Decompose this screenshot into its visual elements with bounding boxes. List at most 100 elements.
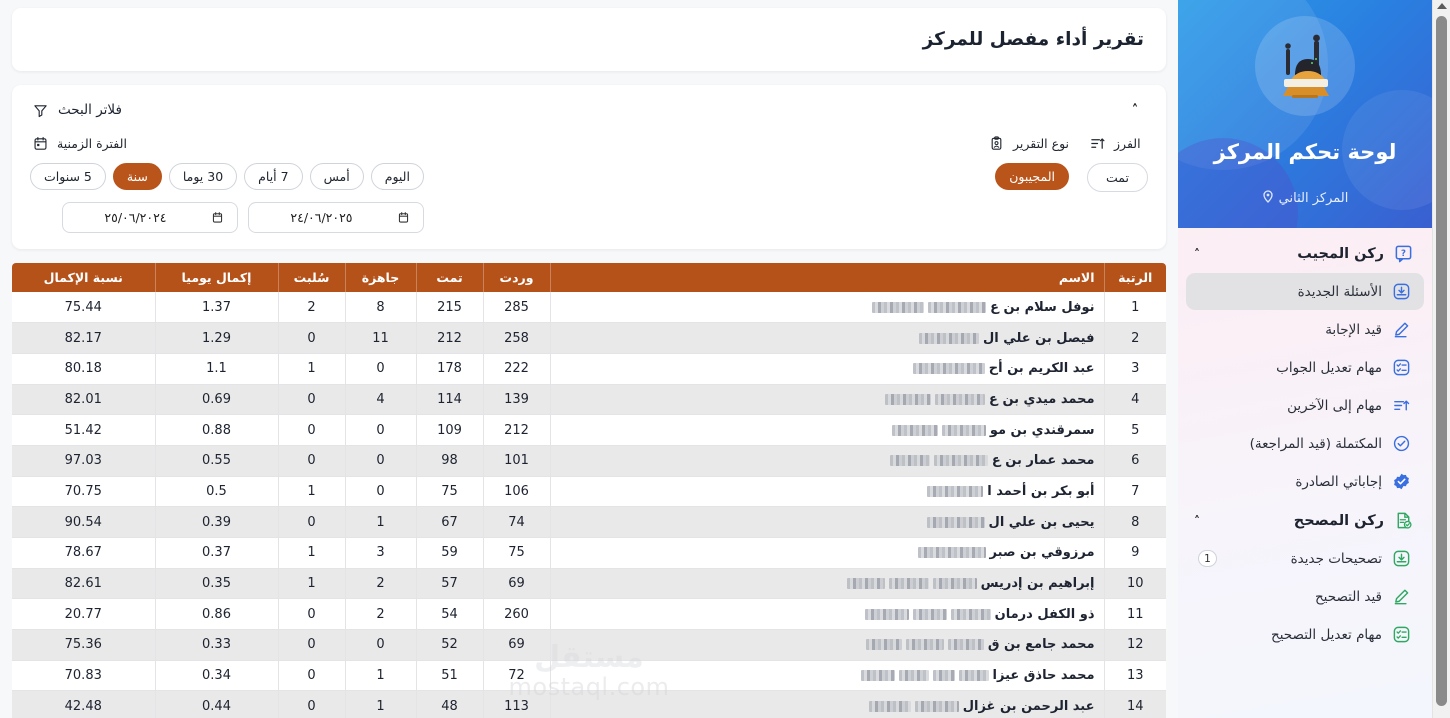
column-header-received[interactable]: وردت (482, 263, 550, 292)
cell-received: 69 (482, 568, 550, 600)
table-row[interactable]: 8 يحيى بن علي ال 74 67 1 0 0.39 90.54 (12, 506, 1166, 538)
scrollbar-thumb[interactable] (1436, 16, 1447, 706)
cell-taken: 0 (277, 690, 345, 718)
table-row[interactable]: 6 محمد عمار بن ع 101 98 0 0 0.55 97.03 (12, 445, 1166, 477)
table-row[interactable]: 3 عبد الكريم بن أح 222 178 0 1 1.1 80.18 (12, 353, 1166, 385)
filters-panel: ˄ فلاتر البحث الفرز تمت (12, 85, 1166, 249)
time-period-chips: اليوم أمس 7 أيام 30 يوما سنة 5 سنوات (30, 163, 424, 190)
column-header-done[interactable]: تمت (415, 263, 483, 292)
column-header-pct[interactable]: نسبة الإكمال (12, 263, 155, 292)
cell-name-text: إبراهيم بن إدريس (980, 576, 1095, 592)
sidebar-item-label: مهام إلى الآخرين (1287, 397, 1382, 414)
time-chip-7days[interactable]: 7 أيام (244, 163, 303, 190)
table-row[interactable]: 7 أبو بكر بن أحمد ا 106 75 0 1 0.5 70.75 (12, 476, 1166, 508)
time-chip-year[interactable]: سنة (112, 163, 162, 190)
cell-ready: 0 (344, 353, 416, 385)
sidebar-item-in-correction[interactable]: قيد التصحيح (1186, 578, 1424, 615)
redacted-name-block (947, 639, 984, 651)
question-square-icon: ? (1393, 243, 1414, 264)
time-chip-yesterday[interactable]: أمس (309, 163, 364, 190)
sort-label-text: الفرز (1114, 136, 1141, 151)
sidebar-item-label: مهام تعديل الجواب (1276, 359, 1382, 376)
cell-name-text: ذو الكفل درمان (994, 606, 1095, 622)
page-scrollbar[interactable] (1432, 0, 1450, 718)
table-row[interactable]: 14 عبد الرحمن بن غزال 113 48 1 0 0.44 42.48 (12, 690, 1166, 718)
cell-received: 101 (482, 445, 550, 477)
cell-done: 212 (415, 322, 483, 354)
cell-name: عبد الكريم بن أح (549, 353, 1104, 385)
redacted-name-block (917, 547, 986, 559)
table-row[interactable]: 12 محمد جامع بن ق 69 52 0 0 0.33 75.36 (12, 629, 1166, 661)
cell-ready: 1 (344, 506, 416, 538)
table-row[interactable]: 9 مرزوقي بن صبر 75 59 3 1 0.37 78.67 (12, 537, 1166, 569)
sidebar-item-new-questions[interactable]: الأسئلة الجديدة (1186, 273, 1424, 310)
table-row[interactable]: 10 إبراهيم بن إدريس 69 57 2 1 0.35 82.61 (12, 568, 1166, 600)
cell-pct: 20.77 (12, 598, 155, 631)
check-circle-icon (1391, 433, 1412, 454)
sidebar-item-in-answering[interactable]: قيد الإجابة (1186, 311, 1424, 348)
sidebar-group-corrector[interactable]: ركن المصحح ˄ (1186, 501, 1424, 540)
column-header-rank[interactable]: الرتبة (1103, 263, 1166, 292)
redacted-name-block (919, 332, 980, 344)
cell-taken: 1 (277, 568, 345, 600)
date-from-input[interactable]: ٢٥/٠٦/٢٠٢٤ (61, 202, 238, 233)
page-header: تقرير أداء مفصل للمركز (12, 8, 1166, 71)
cell-daily: 0.88 (154, 414, 278, 446)
sidebar-item-label: مهام تعديل التصحيح (1271, 626, 1382, 643)
inbox-download-icon (1391, 281, 1412, 302)
chevron-up-icon[interactable]: ˄ (1194, 513, 1200, 528)
scroll-up-arrow-icon[interactable] (1436, 3, 1447, 9)
time-period-label: الفترة الزمنية (30, 133, 424, 154)
sidebar-item-label: قيد الإجابة (1325, 321, 1382, 338)
sidebar-item-answer-edit-tasks[interactable]: مهام تعديل الجواب (1186, 349, 1424, 386)
column-header-daily[interactable]: إكمال يوميا (154, 263, 278, 292)
sidebar-item-my-issued-answers[interactable]: إجاباتي الصادرة (1186, 463, 1424, 500)
cell-pct: 90.54 (12, 506, 155, 538)
cell-rank: 1 (1103, 292, 1166, 324)
date-to-input[interactable]: ٢٤/٠٦/٢٠٢٥ (247, 202, 424, 233)
redacted-name-block (914, 700, 959, 712)
sidebar-item-tasks-to-others[interactable]: مهام إلى الآخرين (1186, 387, 1424, 424)
redacted-name-block (928, 301, 987, 313)
sidebar-item-new-corrections[interactable]: تصحيحات جديدة 1 (1186, 540, 1424, 577)
cell-received: 212 (482, 414, 550, 446)
table-row[interactable]: 13 محمد حاذق عيزا 72 51 1 0 0.34 70.83 (12, 660, 1166, 692)
table-row[interactable]: 11 ذو الكفل درمان 260 54 2 0 0.86 20.77 (12, 598, 1166, 631)
column-header-taken[interactable]: سُلبت (277, 263, 345, 292)
sidebar-item-label: إجاباتي الصادرة (1295, 473, 1382, 490)
sidebar-item-correction-edit-tasks[interactable]: مهام تعديل التصحيح (1186, 616, 1424, 653)
calendar-icon (393, 207, 414, 228)
location-pin-icon (1262, 190, 1274, 206)
table-body: 1 نوفل سلام بن ع 285 215 8 2 1.37 75.44 2 فيصل بن… (12, 292, 1166, 718)
table-row[interactable]: 5 سمرقندي بن مو 212 109 0 0 0.88 51.42 (12, 414, 1166, 446)
sidebar-group-responder[interactable]: ? ركن المجيب ˄ (1186, 234, 1424, 273)
cell-daily: 0.37 (154, 537, 278, 569)
table-row[interactable]: 1 نوفل سلام بن ع 285 215 8 2 1.37 75.44 (12, 292, 1166, 324)
sidebar-item-completed-review[interactable]: المكتملة (قيد المراجعة) (1186, 425, 1424, 462)
chevron-up-icon[interactable]: ˄ (1194, 246, 1200, 261)
report-type-chip-respondents[interactable]: المجيبون (995, 163, 1070, 190)
list-arrow-up-icon (1391, 395, 1412, 416)
column-header-ready[interactable]: جاهزة (344, 263, 416, 292)
time-period-column: الفترة الزمنية اليوم أمس 7 أيام 30 يوما … (30, 133, 424, 233)
verified-badge-icon (1391, 471, 1412, 492)
cell-taken: 0 (277, 506, 345, 538)
column-header-name[interactable]: الاسم (549, 263, 1104, 292)
filters-title-label: فلاتر البحث (58, 102, 122, 118)
cell-name: عبد الرحمن بن غزال (549, 690, 1104, 718)
mosque-quran-icon (1283, 34, 1329, 98)
time-chip-30days[interactable]: 30 يوما (168, 163, 238, 190)
cell-pct: 82.17 (12, 322, 155, 354)
cell-name-text: عبد الرحمن بن غزال (962, 698, 1095, 714)
cell-pct: 70.75 (12, 476, 155, 508)
report-type-label-text: نوع التقرير (1012, 136, 1070, 151)
table-row[interactable]: 4 محمد ميدي بن ع 139 114 4 0 0.69 82.01 (12, 384, 1166, 416)
filters-collapse-button[interactable]: ˄ (1131, 102, 1139, 118)
cell-ready: 8 (344, 292, 416, 324)
time-chip-5years[interactable]: 5 سنوات (30, 163, 106, 190)
cell-rank: 13 (1103, 660, 1166, 692)
sort-value-pill[interactable]: تمت (1087, 163, 1148, 192)
time-chip-today[interactable]: اليوم (370, 163, 424, 190)
table-row[interactable]: 2 فيصل بن علي ال 258 212 11 0 1.29 82.17 (12, 322, 1166, 354)
